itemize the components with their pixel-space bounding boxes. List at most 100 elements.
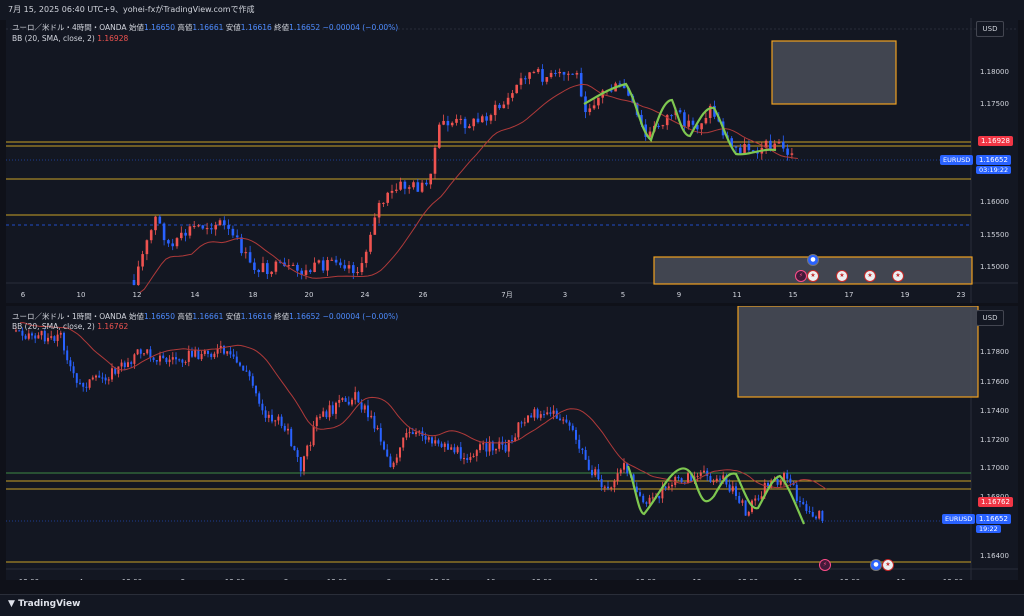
price-tick-label: 1.15500 [980, 231, 1009, 239]
candle-body [175, 238, 179, 247]
candle-body [600, 479, 603, 488]
event-marker-globe-icon[interactable]: ● [807, 254, 819, 266]
candle-body [640, 114, 643, 125]
candle-body [463, 118, 467, 129]
candle-body [127, 362, 129, 368]
candle-body [696, 475, 699, 477]
candle-body [235, 235, 239, 238]
candle-body [240, 237, 243, 254]
currency-button[interactable]: USD [976, 310, 1004, 326]
candle-body [424, 435, 427, 440]
legend-low-label: 安値 [225, 23, 241, 32]
candle-body [377, 202, 381, 218]
candle-body [783, 472, 785, 482]
candle-body [667, 486, 670, 489]
chart-4h-svg[interactable]: 1.180001.175001.165001.160001.155001.150… [6, 18, 1018, 303]
time-tick-label: 14 [191, 291, 200, 299]
time-tick-label: 10 [77, 291, 86, 299]
candle-body [339, 262, 342, 266]
candle-body [558, 71, 561, 74]
candle-body [578, 439, 581, 449]
candle-body [446, 120, 450, 126]
candle-body [390, 190, 394, 193]
candle-body [312, 426, 315, 446]
time-tick-label: 11 [733, 291, 742, 299]
us-flag-icon[interactable]: ★ [882, 559, 894, 571]
candle-body [389, 456, 392, 468]
currency-button[interactable]: USD [976, 21, 1004, 37]
candle-body [665, 115, 669, 126]
candle-body [546, 412, 549, 415]
candle-body [597, 469, 600, 480]
candle-body [719, 478, 721, 480]
candle-body [343, 265, 346, 269]
candle-body [466, 458, 469, 460]
candle-body [403, 181, 407, 189]
candle-body [399, 181, 402, 190]
candle-body [248, 371, 251, 377]
chart-1h-svg[interactable]: 1.178001.176001.174001.172001.170001.168… [6, 306, 1018, 580]
time-tick-label: 12:00 [840, 578, 860, 580]
candle-body [261, 263, 265, 273]
candle-body [321, 260, 325, 271]
candle-body [258, 393, 261, 404]
lightning-icon[interactable]: ⚡ [819, 559, 831, 571]
candle-body [789, 478, 792, 483]
lightning-icon[interactable]: ⚡ [795, 270, 807, 282]
legend-high: 1.16661 [192, 312, 224, 321]
candle-body [498, 441, 501, 449]
legend-close: 1.16652 [289, 23, 321, 32]
time-tick-label: 5 [621, 291, 625, 299]
candle-body [657, 125, 660, 127]
time-tick-label: 11 [590, 578, 599, 580]
us-flag-icon[interactable]: ★ [836, 270, 848, 282]
candle-body [545, 77, 549, 82]
candle-body [191, 350, 193, 357]
candle-body [95, 375, 97, 378]
candle-body [632, 474, 635, 487]
candle-body [591, 469, 593, 476]
candle-body [731, 486, 734, 492]
legend-close: 1.16652 [289, 312, 321, 321]
candle-body [154, 216, 157, 231]
candle-body [482, 443, 485, 445]
event-marker-globe-icon[interactable]: ● [870, 559, 882, 571]
us-flag-icon[interactable]: ★ [864, 270, 876, 282]
candle-body [274, 261, 278, 272]
tradingview-logo[interactable]: ▼ TradingView [8, 599, 80, 609]
top-caption-bar: 7月 15, 2025 06:40 UTC+9、yohei-fxがTrading… [0, 0, 1024, 20]
candle-body [536, 69, 540, 72]
us-flag-icon[interactable]: ★ [807, 270, 819, 282]
price-tick-label: 1.17400 [980, 407, 1009, 415]
us-flag-icon[interactable]: ★ [892, 270, 904, 282]
candle-body [575, 429, 577, 440]
candle-body [442, 120, 445, 125]
candle-body [443, 443, 446, 447]
candle-body [395, 457, 398, 463]
candle-body [107, 379, 110, 381]
candle-body [352, 265, 355, 274]
candle-body [373, 217, 377, 235]
time-tick-label: 16 [897, 578, 906, 580]
candle-body [137, 266, 140, 285]
candle-body [291, 264, 295, 266]
candle-body [447, 443, 449, 450]
candle-body [511, 93, 514, 98]
candle-body [743, 144, 746, 154]
time-tick-label: 6 [21, 291, 26, 299]
chart-pane-4h[interactable]: 1.180001.175001.165001.160001.155001.150… [6, 18, 1018, 303]
time-tick-label: 12:00 [532, 578, 552, 580]
candle-body [40, 330, 43, 336]
candle-body [735, 486, 737, 496]
candle-body [416, 182, 420, 192]
candle-body [239, 362, 241, 366]
price-tick-label: 1.16400 [980, 552, 1009, 560]
candle-body [104, 377, 107, 381]
bb-basis-1h [19, 322, 827, 490]
candle-body [184, 232, 187, 236]
candle-body [66, 350, 69, 361]
candle-body [567, 73, 570, 75]
chart-pane-1h[interactable]: 1.178001.176001.174001.172001.170001.168… [6, 306, 1018, 580]
candle-body [330, 259, 334, 261]
candle-body [575, 73, 579, 75]
